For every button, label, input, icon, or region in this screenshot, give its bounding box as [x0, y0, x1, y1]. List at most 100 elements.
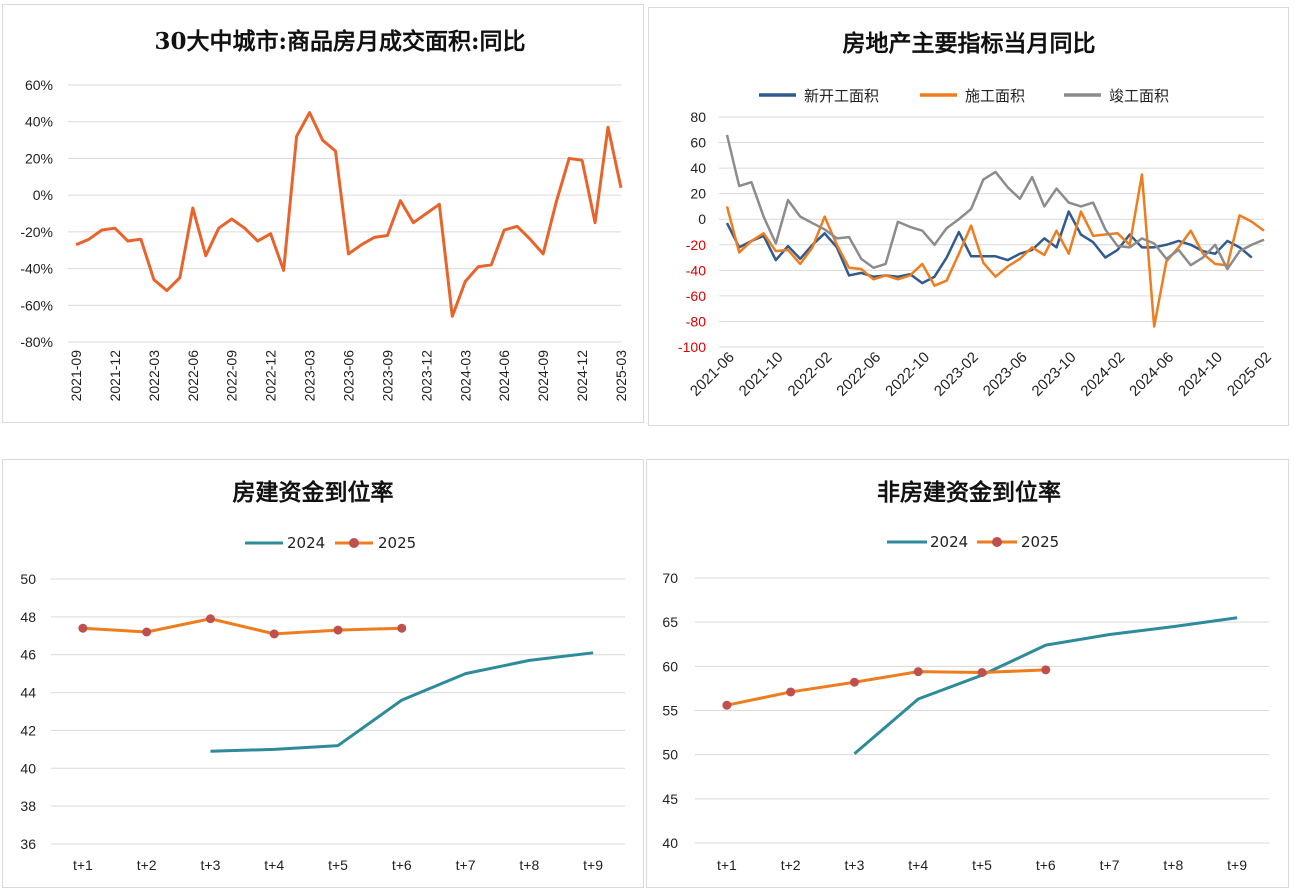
x-tick-label: 2022-03 [146, 350, 162, 402]
y-tick-label: 0 [698, 211, 706, 227]
x-tick-label: 2021-12 [107, 350, 123, 402]
x-tick-label: 2022-06 [833, 349, 884, 400]
x-tick-label: t+8 [519, 857, 539, 873]
y-tick-label: -80 [686, 313, 706, 329]
x-tick-label: t+7 [456, 857, 476, 873]
legend-marker-2025 [992, 537, 1002, 547]
x-tick-label: t+3 [201, 857, 221, 873]
series-line-2024 [853, 616, 1238, 755]
y-tick-label: 44 [20, 685, 36, 701]
x-tick-label: 2023-06 [341, 350, 357, 402]
legend: 新开工面积 施工面积 竣工面积 [759, 87, 1169, 105]
y-tick-label: 20% [25, 150, 53, 166]
x-tick-label: 2024-03 [457, 350, 473, 402]
y-tick-label: -40% [20, 261, 53, 277]
data-point [786, 687, 796, 697]
x-tick-label: t+3 [845, 857, 865, 873]
data-point [913, 667, 923, 677]
legend-marker-2025 [349, 538, 359, 548]
x-tick-label: 2022-02 [785, 349, 836, 400]
data-point [397, 623, 407, 633]
y-tick-label: 40 [662, 835, 678, 851]
y-tick-label: 60 [662, 658, 678, 674]
data-point [205, 614, 215, 624]
y-tick-label: 65 [662, 614, 678, 630]
housing-funding-rate-chart: 房建资金到位率 2024 2025 50 48 46 44 42 40 38 36 t+1 t+2… [20, 479, 625, 873]
x-tick-label: t+1 [73, 857, 93, 873]
chart-title: 房建资金到位率 [233, 479, 394, 506]
data-point [977, 668, 987, 678]
data-point [1041, 665, 1051, 675]
x-tick-label: t+6 [392, 857, 412, 873]
y-tick-label: -80% [20, 334, 53, 350]
y-tick-label: -40 [686, 262, 706, 278]
x-tick-label: 2024-02 [1077, 349, 1128, 400]
y-tick-label: 20 [690, 186, 706, 202]
x-tick-label: t+5 [328, 857, 348, 873]
x-tick-label: 2021-06 [687, 349, 738, 400]
y-tick-label: 50 [20, 571, 36, 587]
y-tick-label: 42 [20, 722, 36, 738]
legend-label-completions: 竣工面积 [1109, 87, 1169, 105]
x-tick-label: 2024-06 [1126, 349, 1177, 400]
y-tick-label: -60 [686, 288, 706, 304]
legend-label-2024: 2024 [287, 534, 325, 552]
x-tick-label: 2025-03 [613, 350, 629, 402]
y-tick-label: 36 [20, 836, 36, 852]
y-tick-label: 40 [690, 160, 706, 176]
x-tick-label: t+9 [1227, 857, 1247, 873]
sales-yoy-chart: 30大中城市:商品房月成交面积:同比 60% 40% 20% 0% -20% -40% -6… [20, 28, 629, 401]
data-point [78, 623, 88, 633]
series-line-新开工面积 [725, 210, 1253, 285]
x-tick-label: 2023-03 [302, 350, 318, 402]
x-tick-label: 2023-10 [1029, 349, 1080, 400]
chart-panel-nonhousing-funding-rate: 非房建资金到位率 2024 2025 70 65 60 55 50 45 40 t+1 t+2 t… [646, 459, 1289, 888]
legend: 2024 2025 [245, 534, 416, 552]
x-tick-label: 2021-10 [736, 349, 787, 400]
y-tick-label: -60% [20, 297, 53, 313]
legend: 2024 2025 [887, 533, 1059, 551]
data-point [269, 629, 279, 639]
y-tick-label: 55 [662, 703, 678, 719]
legend-label-new-starts: 新开工面积 [804, 87, 879, 105]
x-tick-label: t+7 [1100, 857, 1120, 873]
y-tick-label: 40% [25, 114, 53, 130]
y-tick-label: 38 [20, 798, 36, 814]
plot-area: 806040200-20-40-60-80-1002021-062021-102… [678, 109, 1275, 400]
data-point [722, 700, 732, 710]
series-line-竣工面积 [725, 134, 1265, 271]
x-tick-label: 2023-12 [418, 350, 434, 402]
series-line-2024 [210, 651, 594, 753]
y-tick-label: 45 [662, 791, 678, 807]
legend-label-2025: 2025 [1021, 533, 1059, 551]
x-tick-label: t+1 [717, 857, 737, 873]
y-tick-label: -20% [20, 224, 53, 240]
data-point [333, 625, 343, 635]
legend-label-under-construction: 施工面积 [965, 87, 1025, 105]
chart-panel-sales-yoy: 30大中城市:商品房月成交面积:同比 60% 40% 20% 0% -20% -40% -6… [2, 4, 644, 423]
x-tick-label: 2022-10 [882, 349, 933, 400]
x-tick-label: 2023-09 [379, 350, 395, 402]
nonhousing-funding-rate-chart: 非房建资金到位率 2024 2025 70 65 60 55 50 45 40 t+1 t+2 t… [662, 479, 1269, 873]
y-tick-label: 40 [20, 760, 36, 776]
chart-title: 30大中城市:商品房月成交面积:同比 [155, 28, 526, 55]
y-tick-label: 60 [690, 135, 706, 151]
y-tick-label: 46 [20, 647, 36, 663]
y-tick-label: 0% [33, 187, 53, 203]
x-tick-label: 2022-06 [185, 350, 201, 402]
y-tick-label: -20 [686, 237, 706, 253]
chart-title: 房地产主要指标当月同比 [843, 30, 1096, 57]
data-point [142, 627, 152, 637]
y-tick-label: 48 [20, 609, 36, 625]
x-tick-label: t+8 [1163, 857, 1183, 873]
plot-area: 60% 40% 20% 0% -20% -40% -60% -80% 2021-09 2021-1… [20, 77, 629, 401]
x-tick-label: t+5 [972, 857, 992, 873]
x-tick-label: 2024-06 [496, 350, 512, 402]
y-tick-label: 50 [662, 747, 678, 763]
data-point [849, 677, 859, 687]
x-tick-label: 2023-02 [931, 349, 982, 400]
real-estate-indicators-chart: 房地产主要指标当月同比 新开工面积 施工面积 竣工面积 80 60 40 20 0 -20… [678, 30, 1275, 400]
chart-panel-real-estate-indicators: 房地产主要指标当月同比 新开工面积 施工面积 竣工面积 80 60 40 20 0 -20… [648, 7, 1289, 426]
x-tick-label: t+2 [781, 857, 801, 873]
chart-panel-housing-funding-rate: 房建资金到位率 2024 2025 50 48 46 44 42 40 38 36 t+1 t+2… [2, 459, 644, 888]
